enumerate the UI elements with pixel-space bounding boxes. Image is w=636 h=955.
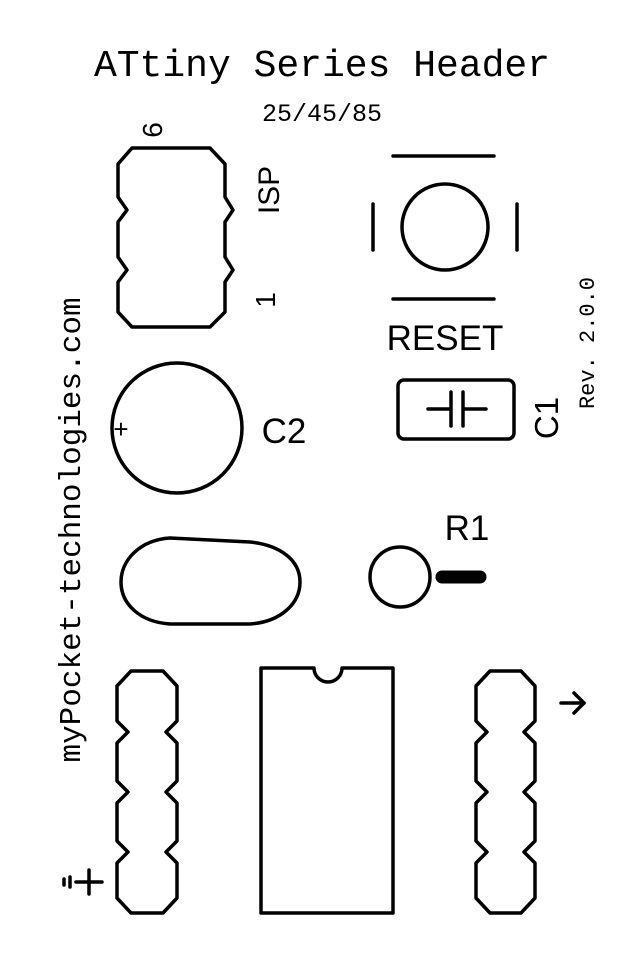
board-title: ATtiny Series Header (94, 45, 550, 88)
isp-label: ISP (253, 166, 286, 214)
reset-button-footprint (371, 154, 519, 301)
c1-capacitor-footprint (396, 378, 516, 441)
dip-ic-socket-outline (259, 666, 395, 915)
arrow-right-icon (559, 691, 586, 715)
crystal-oval-footprint (119, 536, 302, 626)
website-text: myPocket-technologies.com (55, 297, 90, 762)
isp-pin-6-label: 6 (137, 122, 168, 138)
c2-polarity-mark: + (113, 414, 128, 444)
isp-header-outline (116, 146, 235, 329)
c2-capacitor-footprint (110, 361, 244, 495)
c2-label: C2 (262, 412, 307, 451)
r1-resistor-footprint (368, 545, 487, 609)
board-subtitle: 25/45/85 (262, 100, 382, 129)
c1-label: C1 (528, 397, 565, 439)
r1-label: R1 (445, 509, 490, 548)
isp-pin-1-label: 1 (250, 292, 281, 308)
revision-text: Rev. 2.0.0 (576, 277, 601, 409)
ground-icon (62, 868, 104, 896)
left-pin-header-outline (115, 669, 179, 915)
reset-label: RESET (387, 319, 504, 358)
right-pin-header-outline (474, 669, 537, 915)
